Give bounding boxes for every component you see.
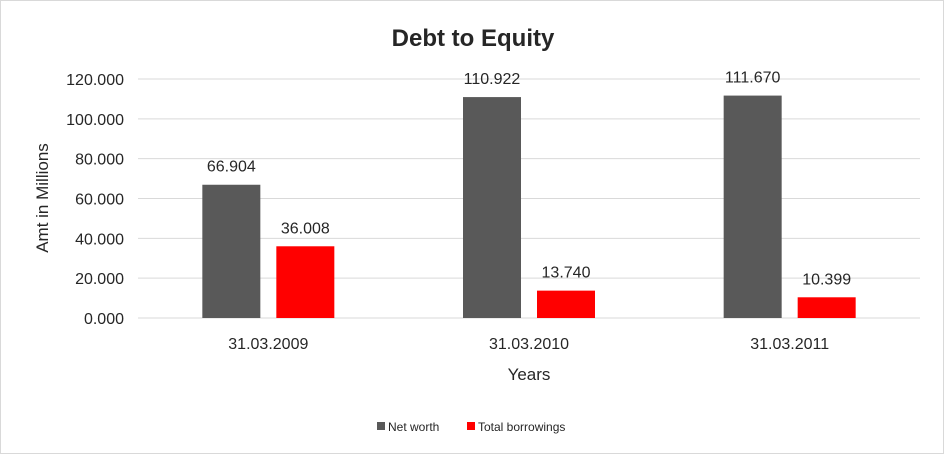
legend-label: Total borrowings (478, 420, 565, 434)
data-label: 110.922 (464, 71, 521, 88)
bar-net-worth (463, 97, 521, 318)
data-label: 36.008 (281, 220, 330, 237)
x-axis-ticks: 31.03.2009 31.03.2010 31.03.2011 (228, 336, 829, 353)
data-label: 111.670 (725, 70, 781, 87)
bars (202, 95, 856, 319)
y-tick-label: 80.000 (75, 152, 124, 169)
y-tick-label: 60.000 (75, 192, 124, 209)
data-label: 13.740 (542, 265, 591, 282)
data-label: 66.904 (207, 159, 256, 176)
legend-swatch (467, 422, 475, 430)
x-tick-label: 31.03.2010 (489, 336, 569, 353)
bar-total-borrowings (797, 297, 856, 318)
y-axis-title: Amt in Millions (33, 143, 52, 253)
data-label: 10.399 (802, 271, 851, 288)
x-tick-label: 31.03.2009 (228, 336, 308, 353)
data-labels: 66.904 36.008 110.922 13.740 111.670 10.399 (207, 70, 851, 289)
x-axis-title: Years (508, 365, 551, 384)
legend-swatch (377, 422, 385, 430)
y-tick-label: 120.000 (66, 72, 124, 89)
x-tick-label: 31.03.2011 (750, 336, 829, 353)
y-tick-label: 0.000 (84, 311, 124, 328)
bar-total-borrowings (537, 290, 595, 318)
bar-total-borrowings (276, 246, 335, 318)
y-tick-label: 100.000 (66, 112, 124, 129)
y-tick-label: 40.000 (75, 231, 124, 248)
chart-title: Debt to Equity (392, 25, 555, 52)
legend-label: Net worth (388, 420, 439, 434)
gridlines (138, 78, 920, 319)
legend: Net worth Total borrowings (377, 420, 565, 434)
y-axis-ticks: 0.000 20.000 40.000 60.000 80.000 100.000 120.… (66, 72, 124, 328)
bar-net-worth (202, 184, 261, 318)
bar-net-worth (723, 95, 782, 319)
y-tick-label: 20.000 (75, 271, 124, 288)
